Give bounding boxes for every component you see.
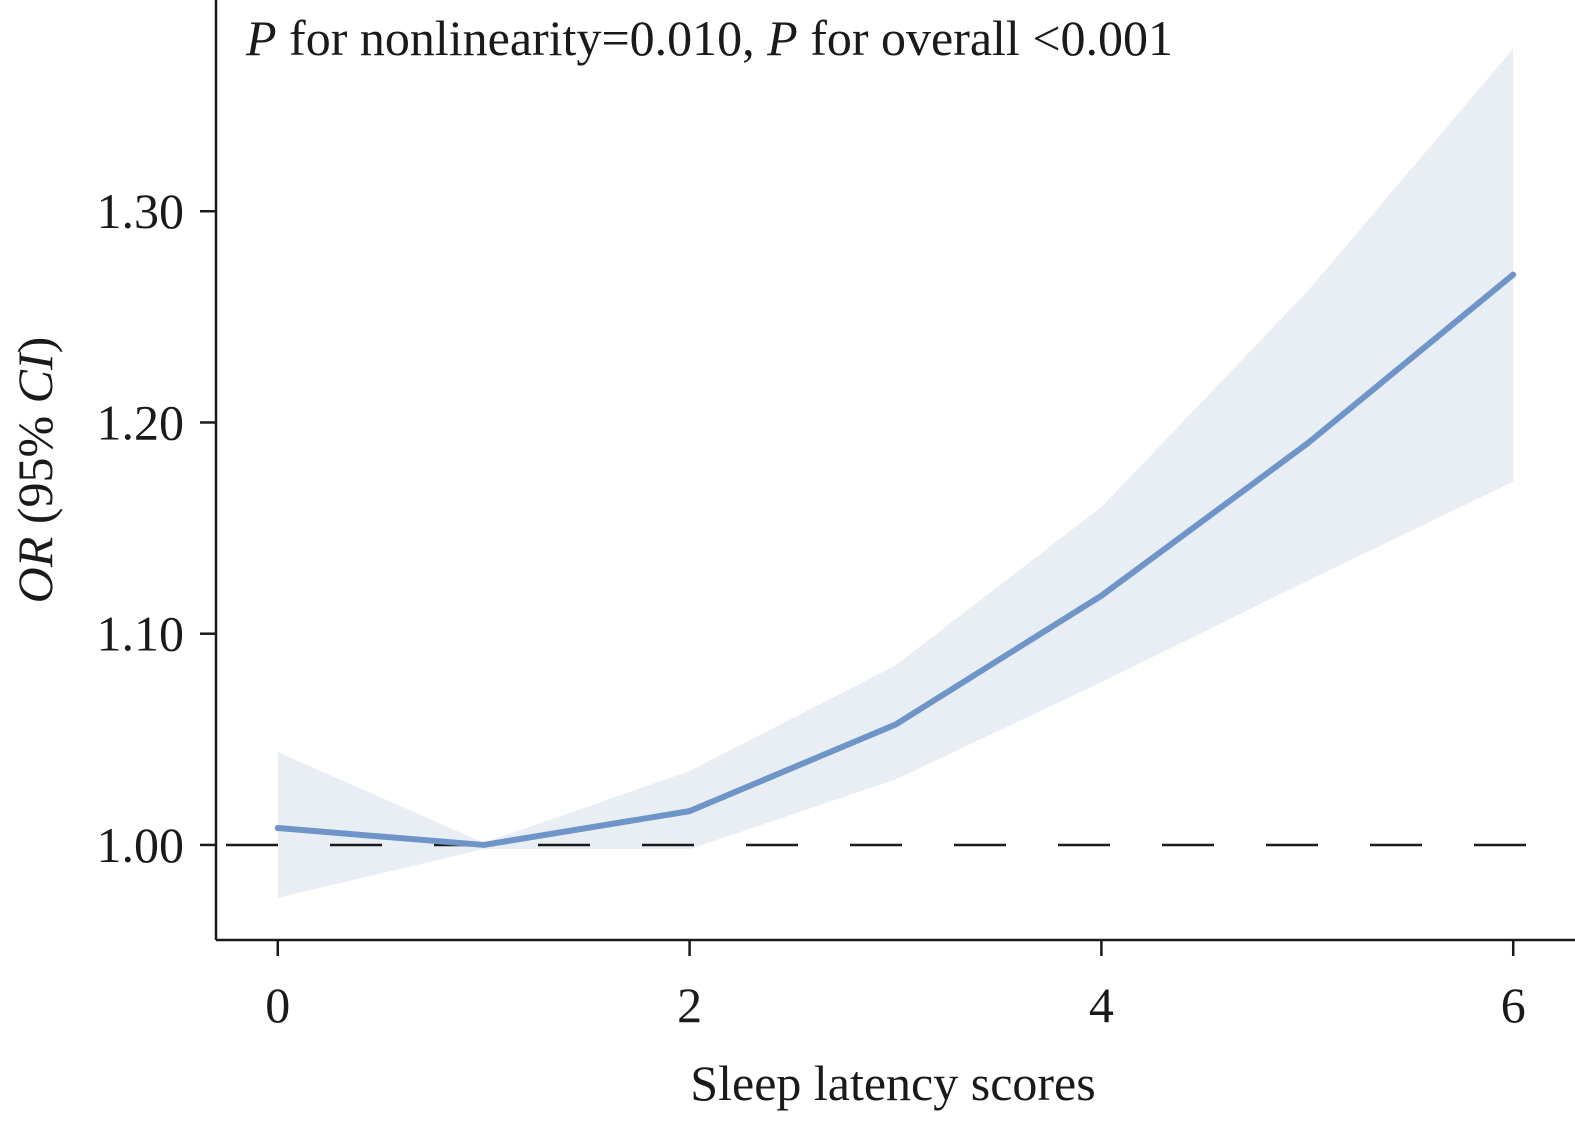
x-axis-label: Sleep latency scores xyxy=(690,1055,1095,1111)
p-symbol-nonlinearity: P xyxy=(245,10,277,66)
or-line xyxy=(274,271,1517,848)
y-axis-label-close: ) xyxy=(7,337,63,354)
x-tick-label: 0 xyxy=(265,977,290,1033)
nonlinearity-text: for nonlinearity=0.010, xyxy=(277,10,768,66)
y-axis-label-or: OR xyxy=(7,537,63,604)
x-tick-label: 6 xyxy=(1501,977,1526,1033)
x-tick-label: 4 xyxy=(1089,977,1114,1033)
p-value-annotation: P for nonlinearity=0.010, P for overall … xyxy=(245,10,1173,66)
p-symbol-overall: P xyxy=(766,10,798,66)
x-tick-label: 2 xyxy=(677,977,702,1033)
confidence-band xyxy=(277,48,1514,898)
plot-area: 1.00 1.10 1.20 1.30 0 2 4 6 xyxy=(97,0,1575,1033)
y-tick-label: 1.10 xyxy=(97,606,185,662)
y-tick-label: 1.20 xyxy=(97,394,185,450)
y-axis-label: OR (95% CI) xyxy=(7,337,63,604)
y-axis-label-ci: CI xyxy=(7,351,63,403)
y-axis-label-open: (95% xyxy=(7,403,63,536)
y-tick-label: 1.30 xyxy=(97,183,185,239)
y-tick-label: 1.00 xyxy=(97,817,185,873)
overall-text: for overall <0.001 xyxy=(798,10,1173,66)
